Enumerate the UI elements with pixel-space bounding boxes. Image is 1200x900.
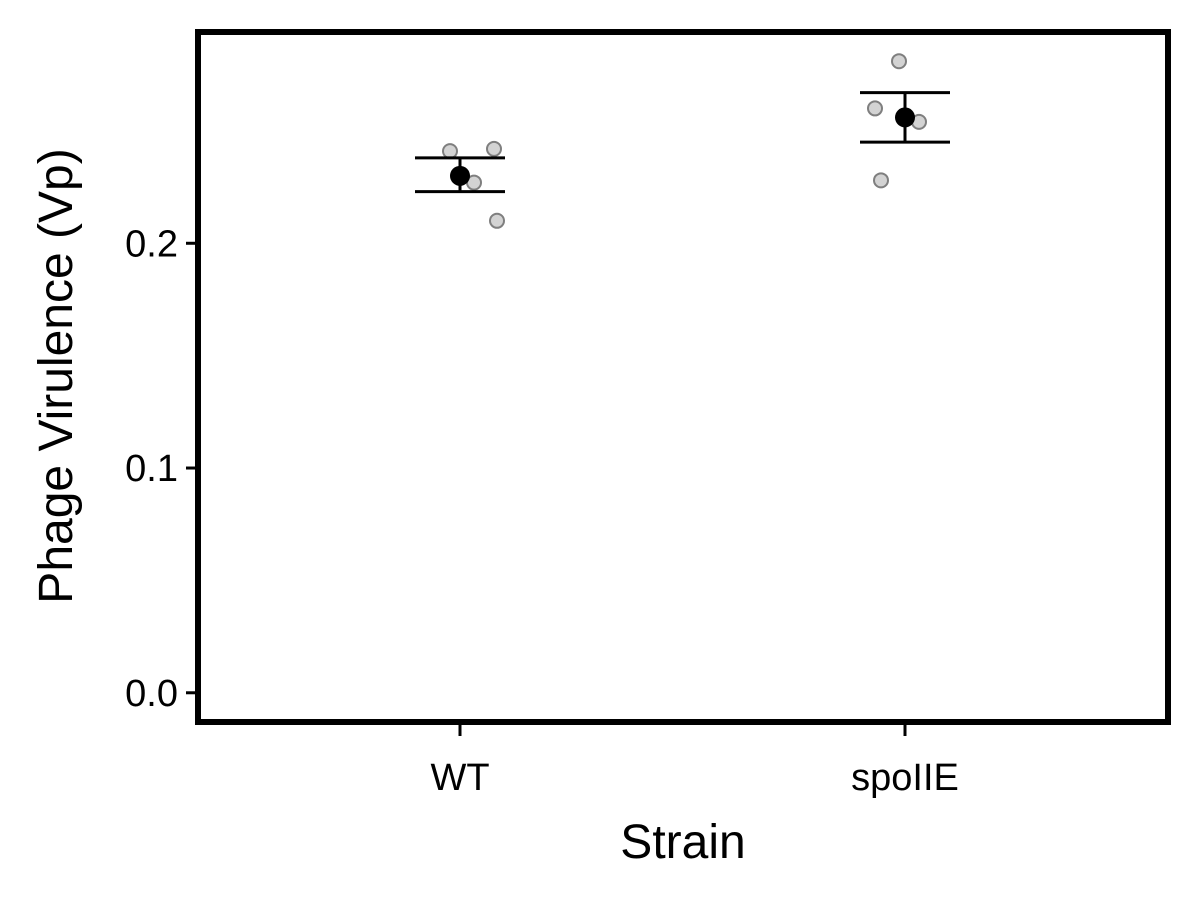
- y-tick-label: 0.2: [125, 223, 178, 265]
- y-tick-label: 0.1: [125, 448, 178, 490]
- x-axis: WT spoIIE: [430, 725, 959, 799]
- replicate-point: [873, 172, 889, 189]
- replicate-point: [442, 143, 458, 160]
- x-tick-label: WT: [430, 757, 489, 799]
- mean-point: [895, 107, 915, 128]
- mean-point: [450, 165, 470, 186]
- replicate-point: [867, 100, 883, 117]
- replicate-points: [442, 53, 927, 229]
- replicate-point: [486, 140, 502, 157]
- y-tick-label: 0.0: [125, 673, 178, 715]
- x-axis-title: Strain: [620, 816, 745, 869]
- replicate-point: [891, 53, 907, 70]
- mean-points: [450, 107, 915, 186]
- x-tick-label: spoIIE: [851, 757, 959, 799]
- error-bars: [415, 91, 950, 194]
- replicate-point: [489, 212, 505, 229]
- plot-panel-border: [195, 29, 1171, 725]
- y-axis: 0.0 0.1 0.2: [125, 223, 195, 715]
- y-axis-title: Phage Virulence (Vp): [30, 148, 83, 603]
